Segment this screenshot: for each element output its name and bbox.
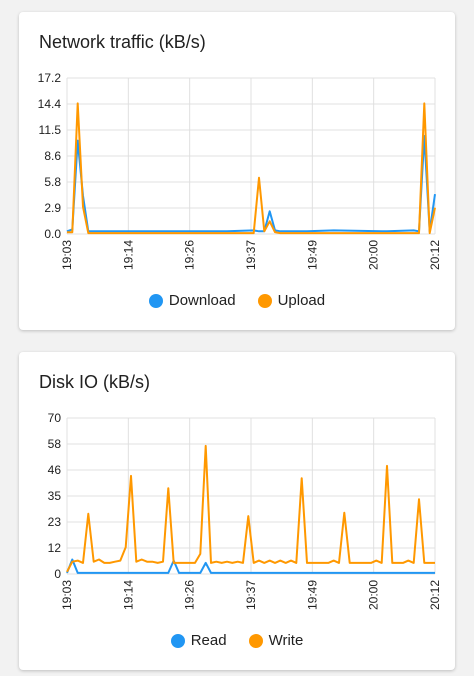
disk-io-card: Disk IO (kB/s) 70 58 46 35 23 12 0 19:03 19:14 19…: [19, 352, 455, 670]
y-tick-label: 23: [48, 515, 62, 529]
y-tick-label: 5.8: [44, 175, 61, 189]
x-tick-label: 20:00: [367, 240, 381, 270]
y-tick-label: 14.4: [38, 97, 62, 111]
x-tick-label: 20:12: [428, 580, 442, 610]
x-tick-label: 19:49: [305, 240, 319, 270]
legend-item-write[interactable]: Write: [248, 632, 304, 649]
read-legend-marker: [170, 633, 185, 648]
chart-legend: Read Write: [19, 632, 455, 649]
y-tick-label: 17.2: [38, 71, 62, 85]
write-legend-marker: [248, 633, 263, 648]
series-line-write: [66, 444, 435, 573]
x-tick-label: 19:03: [60, 580, 74, 610]
legend-label: Upload: [277, 292, 326, 309]
y-tick-label: 12: [48, 541, 62, 555]
upload-legend-marker: [257, 293, 272, 308]
legend-item-read[interactable]: Read: [170, 632, 227, 649]
chart-legend: Download Upload: [19, 292, 455, 309]
network-traffic-chart: 17.2 14.4 11.5 8.6 5.8 2.9 0.019:03 19:14 19:26 1…: [38, 71, 442, 270]
y-tick-label: 0.0: [44, 227, 61, 241]
y-tick-label: 2.9: [44, 201, 61, 215]
x-tick-label: 19:03: [60, 240, 74, 270]
legend-label: Write: [268, 632, 304, 649]
x-tick-label: 19:14: [121, 240, 135, 270]
x-tick-label: 19:49: [305, 580, 319, 610]
y-tick-label: 70: [48, 411, 62, 425]
y-tick-label: 58: [48, 437, 62, 451]
y-tick-label: 8.6: [44, 149, 61, 163]
legend-label: Read: [190, 632, 227, 649]
chart-title: Disk IO (kB/s): [39, 372, 150, 392]
x-tick-label: 19:14: [121, 580, 135, 610]
legend-item-download[interactable]: Download: [148, 292, 236, 309]
disk-io-chart: 70 58 46 35 23 12 019:03 19:14 19:26 19:37 19:49 20…: [48, 411, 442, 610]
x-tick-label: 20:12: [428, 240, 442, 270]
series-line-upload: [67, 102, 436, 235]
download-legend-marker: [148, 293, 163, 308]
y-tick-label: 46: [48, 463, 62, 477]
network-traffic-card: Network traffic (kB/s) 17.2 14.4 11.5 8.6 5.…: [19, 12, 455, 330]
x-tick-label: 19:26: [183, 580, 197, 610]
x-tick-label: 20:00: [367, 580, 381, 610]
x-tick-label: 19:37: [244, 240, 258, 270]
legend-label: Download: [168, 292, 236, 309]
x-tick-label: 19:37: [244, 580, 258, 610]
chart-title: Network traffic (kB/s): [39, 32, 206, 52]
y-tick-label: 35: [48, 489, 62, 503]
legend-item-upload[interactable]: Upload: [257, 292, 326, 309]
y-tick-label: 11.5: [39, 123, 62, 137]
y-tick-label: 0: [54, 567, 61, 581]
series-line-read: [66, 558, 435, 574]
x-tick-label: 19:26: [183, 240, 197, 270]
